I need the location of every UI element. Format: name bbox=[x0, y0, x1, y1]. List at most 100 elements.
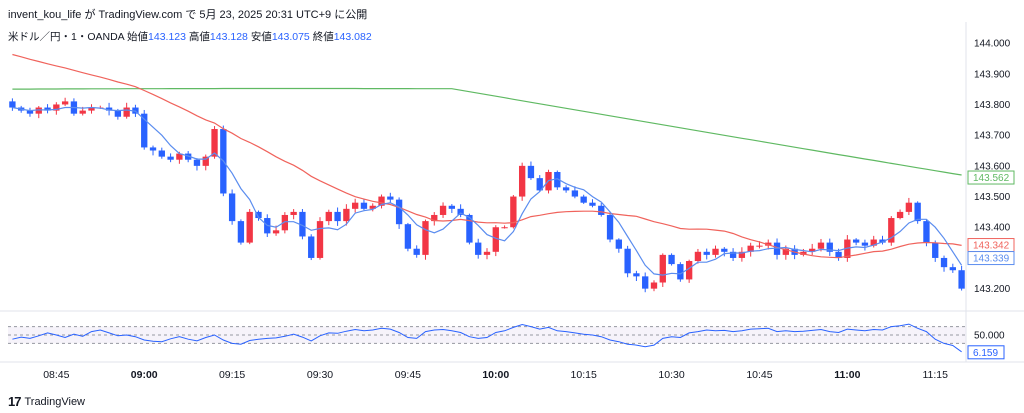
candle-body bbox=[167, 156, 174, 160]
candle-body bbox=[747, 245, 754, 252]
symbol-label: 米ドル／円・1・OANDA bbox=[8, 31, 125, 43]
candle-body bbox=[809, 248, 816, 252]
x-tick-label: 10:30 bbox=[658, 369, 684, 381]
candle-body bbox=[475, 242, 482, 255]
ohlc-legend: 米ドル／円・1・OANDA 始値143.123 高値143.128 安値143.… bbox=[8, 29, 372, 44]
close-label: 終値 bbox=[312, 31, 334, 43]
candle-body bbox=[694, 251, 702, 262]
candle-body bbox=[352, 202, 359, 209]
x-tick-label: 11:00 bbox=[834, 369, 860, 381]
candle-body bbox=[642, 276, 649, 289]
ma-fast-line bbox=[12, 106, 963, 276]
y-tick-label: 143.500 bbox=[974, 192, 1011, 203]
candle-body bbox=[501, 227, 508, 229]
candle-body bbox=[26, 110, 34, 114]
candle-body bbox=[404, 224, 412, 249]
candle-body bbox=[562, 187, 570, 191]
candle-body bbox=[703, 251, 710, 255]
candle-body bbox=[650, 282, 658, 289]
candle-body bbox=[510, 196, 517, 228]
candle-body bbox=[343, 208, 350, 222]
high-label: 高値 bbox=[188, 31, 210, 43]
open-label: 始値 bbox=[127, 31, 149, 43]
candle-body bbox=[932, 242, 939, 258]
candle-body bbox=[721, 248, 728, 252]
candle-body bbox=[888, 218, 895, 243]
footer-brand: 17 TradingView bbox=[8, 394, 85, 409]
candle-body bbox=[800, 251, 807, 255]
candle-body bbox=[879, 239, 886, 243]
price-badge-label: 143.339 bbox=[973, 254, 1010, 265]
candle-body bbox=[185, 153, 192, 160]
open-value: 143.123 bbox=[148, 31, 186, 43]
x-tick-label: 09:15 bbox=[219, 369, 245, 381]
candle-body bbox=[123, 107, 130, 117]
rsi-line bbox=[12, 323, 962, 353]
candle-body bbox=[439, 205, 447, 215]
price-badge-label: 143.562 bbox=[973, 173, 1010, 184]
candle-body bbox=[457, 208, 464, 215]
candle-body bbox=[88, 107, 95, 111]
candle-body bbox=[413, 248, 420, 255]
candle-body bbox=[387, 196, 394, 200]
low-value: 143.075 bbox=[271, 31, 310, 43]
x-tick-label: 10:45 bbox=[746, 369, 772, 381]
y-tick-label: 143.200 bbox=[974, 284, 1011, 295]
candle-body bbox=[536, 178, 543, 191]
candle-body bbox=[571, 190, 579, 197]
candle-body bbox=[615, 239, 622, 249]
candle-body bbox=[202, 156, 209, 166]
candle-body bbox=[852, 239, 860, 243]
candle-body bbox=[677, 264, 684, 280]
candle-body bbox=[255, 211, 262, 219]
candle-body bbox=[949, 267, 956, 271]
candle-body bbox=[940, 257, 948, 268]
y-tick-label: 143.600 bbox=[974, 161, 1011, 172]
candle-body bbox=[712, 248, 719, 255]
candle-body bbox=[659, 254, 666, 283]
candle-body bbox=[782, 248, 789, 255]
candle-body bbox=[53, 104, 60, 111]
rsi-badge bbox=[967, 345, 1005, 360]
candle-body bbox=[598, 205, 605, 215]
candle-body bbox=[308, 236, 315, 258]
candle-body bbox=[105, 107, 113, 111]
candle-body bbox=[589, 202, 596, 206]
candle-body bbox=[281, 214, 289, 231]
candle-body bbox=[633, 273, 640, 277]
x-tick-label: 08:45 bbox=[43, 369, 69, 381]
candle-body bbox=[668, 254, 675, 265]
candle-body bbox=[431, 214, 438, 222]
candle-body bbox=[844, 239, 851, 258]
candle-body bbox=[246, 211, 253, 243]
candle-body bbox=[554, 171, 561, 188]
candle-body bbox=[958, 270, 965, 289]
candle-body bbox=[835, 251, 842, 258]
candle-body bbox=[905, 202, 913, 212]
candle-body bbox=[334, 211, 341, 222]
candle-body bbox=[378, 196, 385, 206]
candle-body bbox=[422, 221, 429, 255]
low-label: 安値 bbox=[250, 31, 272, 43]
candle-body bbox=[861, 242, 869, 246]
price-badge-label: 143.342 bbox=[973, 241, 1010, 252]
chart-title: invent_kou_life が TradingView.com で 5月 2… bbox=[8, 9, 368, 21]
rsi-level-label: 50.000 bbox=[974, 331, 1005, 342]
candle-body bbox=[290, 211, 297, 215]
candle-body bbox=[826, 242, 833, 252]
high-value: 143.128 bbox=[209, 31, 248, 43]
brand-label: TradingView bbox=[24, 395, 86, 408]
candle-body bbox=[580, 196, 587, 203]
candle-body bbox=[896, 211, 904, 219]
x-tick-label: 09:30 bbox=[307, 369, 333, 381]
candle-body bbox=[176, 153, 183, 160]
candle-body bbox=[923, 221, 930, 243]
candle-body bbox=[35, 107, 42, 114]
candle-body bbox=[773, 242, 781, 255]
candle-body bbox=[158, 150, 165, 157]
candle-body bbox=[360, 202, 368, 209]
x-tick-label: 11:15 bbox=[922, 369, 948, 381]
candle-body bbox=[44, 107, 51, 111]
candle-body bbox=[518, 165, 526, 197]
